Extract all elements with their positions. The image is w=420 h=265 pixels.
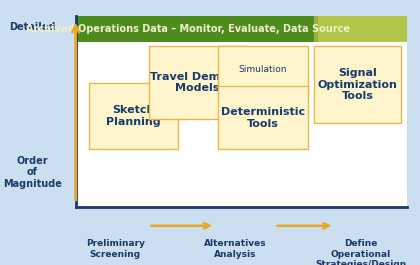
Text: Travel Demand
Models: Travel Demand Models [150, 72, 244, 94]
Text: Deterministic
Tools: Deterministic Tools [221, 107, 305, 129]
Text: Sketch
Planning: Sketch Planning [106, 105, 161, 127]
Text: Signal
Optimization
Tools: Signal Optimization Tools [318, 68, 398, 101]
Bar [318, 16, 407, 42]
Bar [76, 16, 318, 42]
Text: Preliminary
Screening: Preliminary Screening [86, 239, 145, 259]
Bar [218, 86, 308, 149]
Text: Detailed: Detailed [9, 22, 56, 32]
Bar [89, 83, 178, 149]
Text: Order
of
Magnitude: Order of Magnitude [3, 156, 62, 189]
Text: Alternatives
Analysis: Alternatives Analysis [204, 239, 266, 259]
Bar [315, 46, 401, 123]
Bar [218, 46, 308, 92]
Text: Define
Operational
Strategies/Design: Define Operational Strategies/Design [315, 239, 407, 265]
Text: Archived Operations Data – Monitor, Evaluate, Data Source: Archived Operations Data – Monitor, Eval… [26, 24, 350, 34]
Bar [149, 46, 245, 119]
Text: Simulation: Simulation [239, 65, 287, 74]
Bar [315, 16, 407, 42]
